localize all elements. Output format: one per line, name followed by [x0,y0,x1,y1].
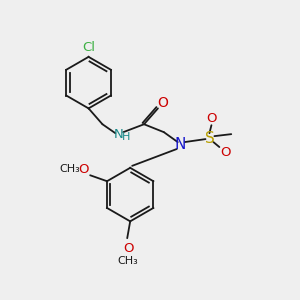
Text: O: O [78,163,88,176]
Text: Cl: Cl [82,41,95,55]
Text: S: S [205,130,214,146]
Text: N: N [174,136,185,152]
Text: O: O [206,112,217,125]
Text: H: H [122,132,130,142]
Text: CH₃: CH₃ [59,164,80,174]
Text: O: O [158,96,168,110]
Text: O: O [123,242,134,255]
Text: CH₃: CH₃ [118,256,139,266]
Text: N: N [113,128,123,141]
Text: O: O [220,146,230,160]
